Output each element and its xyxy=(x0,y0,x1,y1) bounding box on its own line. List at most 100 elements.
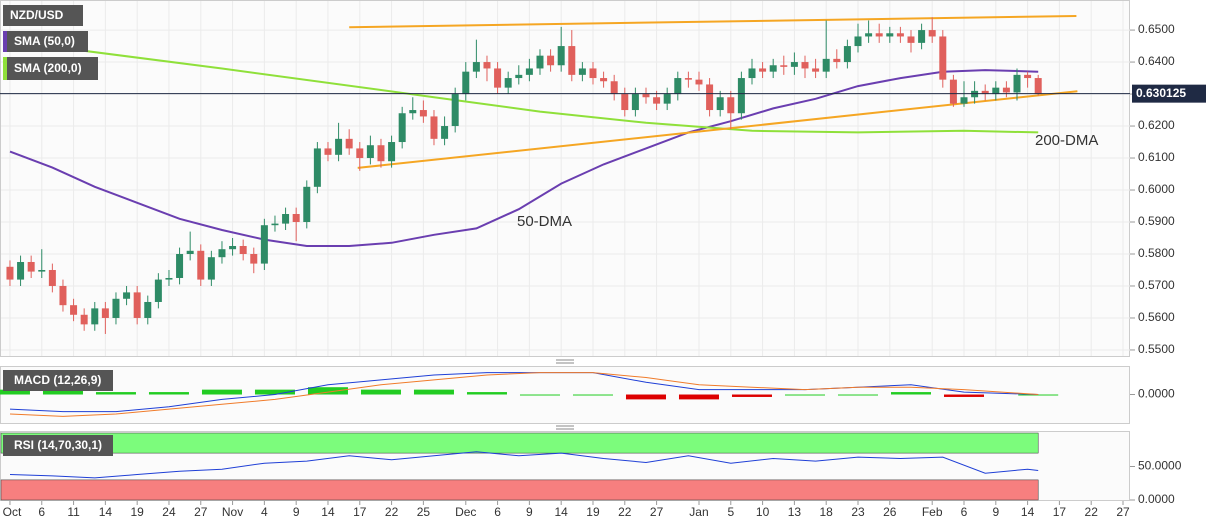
candle-body xyxy=(568,46,576,75)
legend: NZD/USD SMA (50,0) SMA (200,0) MACD (12,… xyxy=(3,5,113,456)
y-tick-label: 0.6000 xyxy=(1138,182,1175,196)
symbol-label: NZD/USD xyxy=(10,8,64,22)
candle-body xyxy=(780,65,788,67)
macd-histogram-bar xyxy=(731,394,772,397)
candle-body xyxy=(282,214,290,224)
x-tick-label: 17 xyxy=(353,505,367,519)
candle-body xyxy=(176,253,184,278)
candle-body xyxy=(38,269,46,272)
candle-body xyxy=(600,78,608,82)
candle-body xyxy=(1034,78,1042,94)
y-tick-label: 50.0000 xyxy=(1138,459,1182,473)
candle-body xyxy=(684,78,692,80)
candle-body xyxy=(197,250,205,280)
macd-histogram-bar xyxy=(42,389,83,395)
x-tick-label: 5 xyxy=(727,505,734,519)
macd-histogram-bar xyxy=(837,394,878,396)
macd-histogram-bar xyxy=(201,389,242,395)
candle-body xyxy=(557,46,565,66)
candle-body xyxy=(260,225,268,264)
candle-body xyxy=(642,94,650,98)
candle-body xyxy=(123,292,131,299)
candle-body xyxy=(865,33,873,37)
candle-body xyxy=(388,142,396,162)
x-tick-label: 25 xyxy=(417,505,431,519)
candle-body xyxy=(536,55,544,69)
x-tick-label: 24 xyxy=(162,505,176,519)
candle-body xyxy=(377,145,385,162)
rsi-band xyxy=(0,479,1039,501)
macd-histogram-bar xyxy=(95,392,136,395)
candle-body xyxy=(133,292,141,318)
x-tick-label: Oct xyxy=(3,505,22,519)
last-price-box xyxy=(1132,84,1206,103)
price-panel xyxy=(0,0,1130,357)
candle-body xyxy=(335,138,343,155)
rsi-band xyxy=(0,432,1039,454)
x-tick-label: 13 xyxy=(788,505,802,519)
y-tick-label: 0.6400 xyxy=(1138,54,1175,68)
legend-label: SMA (200,0) xyxy=(14,61,82,75)
trend-line xyxy=(349,15,1077,29)
candle-body xyxy=(610,81,618,95)
candle-body xyxy=(706,84,714,111)
sma-line xyxy=(9,69,1039,247)
candle-body xyxy=(737,78,745,114)
x-tick-label: 19 xyxy=(130,505,144,519)
legend-swatch xyxy=(3,31,7,52)
y-tick-label: 0.5900 xyxy=(1138,214,1175,228)
splitter[interactable] xyxy=(556,425,574,430)
macd-histogram-bar xyxy=(625,394,666,400)
candle-body xyxy=(17,261,25,280)
candle-body xyxy=(769,65,777,72)
y-tick-label: 0.5800 xyxy=(1138,246,1175,260)
legend-box xyxy=(3,5,83,26)
candle-body xyxy=(854,36,862,47)
splitter[interactable] xyxy=(556,359,574,364)
last-price-label: 0.630125 xyxy=(1136,86,1186,100)
candle-body xyxy=(918,30,926,43)
legend-swatch xyxy=(3,57,7,80)
rsi-line xyxy=(9,451,1039,479)
candle-body xyxy=(631,94,639,111)
candle-body xyxy=(186,250,194,254)
candle-body xyxy=(48,269,56,286)
candle-body xyxy=(324,148,332,155)
candle-body xyxy=(822,58,830,72)
candle-body xyxy=(6,266,14,280)
macd-histogram-bar xyxy=(890,392,931,395)
candle-body xyxy=(112,298,120,318)
sma-line xyxy=(9,40,1039,134)
legend-label: SMA (50,0) xyxy=(14,34,75,48)
candle-body xyxy=(547,55,555,66)
candle-body xyxy=(695,79,703,85)
candle-body xyxy=(653,97,661,104)
candle-body xyxy=(621,94,629,111)
x-tick-label: 14 xyxy=(99,505,113,519)
macd-histogram-bar xyxy=(784,394,825,396)
candle-body xyxy=(239,245,247,254)
candle-body xyxy=(59,285,67,306)
candle-body xyxy=(801,62,809,69)
candle-body xyxy=(101,308,109,318)
candle-body xyxy=(727,97,735,114)
candle-body xyxy=(896,33,904,37)
x-tick-label: 27 xyxy=(1116,505,1130,519)
candle-body xyxy=(1013,74,1021,93)
x-tick-label: 9 xyxy=(293,505,300,519)
annotation: 50-DMA xyxy=(517,213,572,230)
candle-body xyxy=(939,36,947,80)
candle-body xyxy=(494,68,502,88)
x-tick-label: 9 xyxy=(992,505,999,519)
x-tick-label: 27 xyxy=(194,505,208,519)
x-tick-label: 22 xyxy=(618,505,632,519)
x-tick-label: 23 xyxy=(851,505,865,519)
candle-body xyxy=(91,308,99,325)
candle-body xyxy=(674,78,682,95)
candle-body xyxy=(366,145,374,159)
legend-box xyxy=(3,435,113,456)
candle-body xyxy=(250,253,258,264)
y-tick-label: 0.5700 xyxy=(1138,278,1175,292)
x-tick-label: 6 xyxy=(494,505,501,519)
